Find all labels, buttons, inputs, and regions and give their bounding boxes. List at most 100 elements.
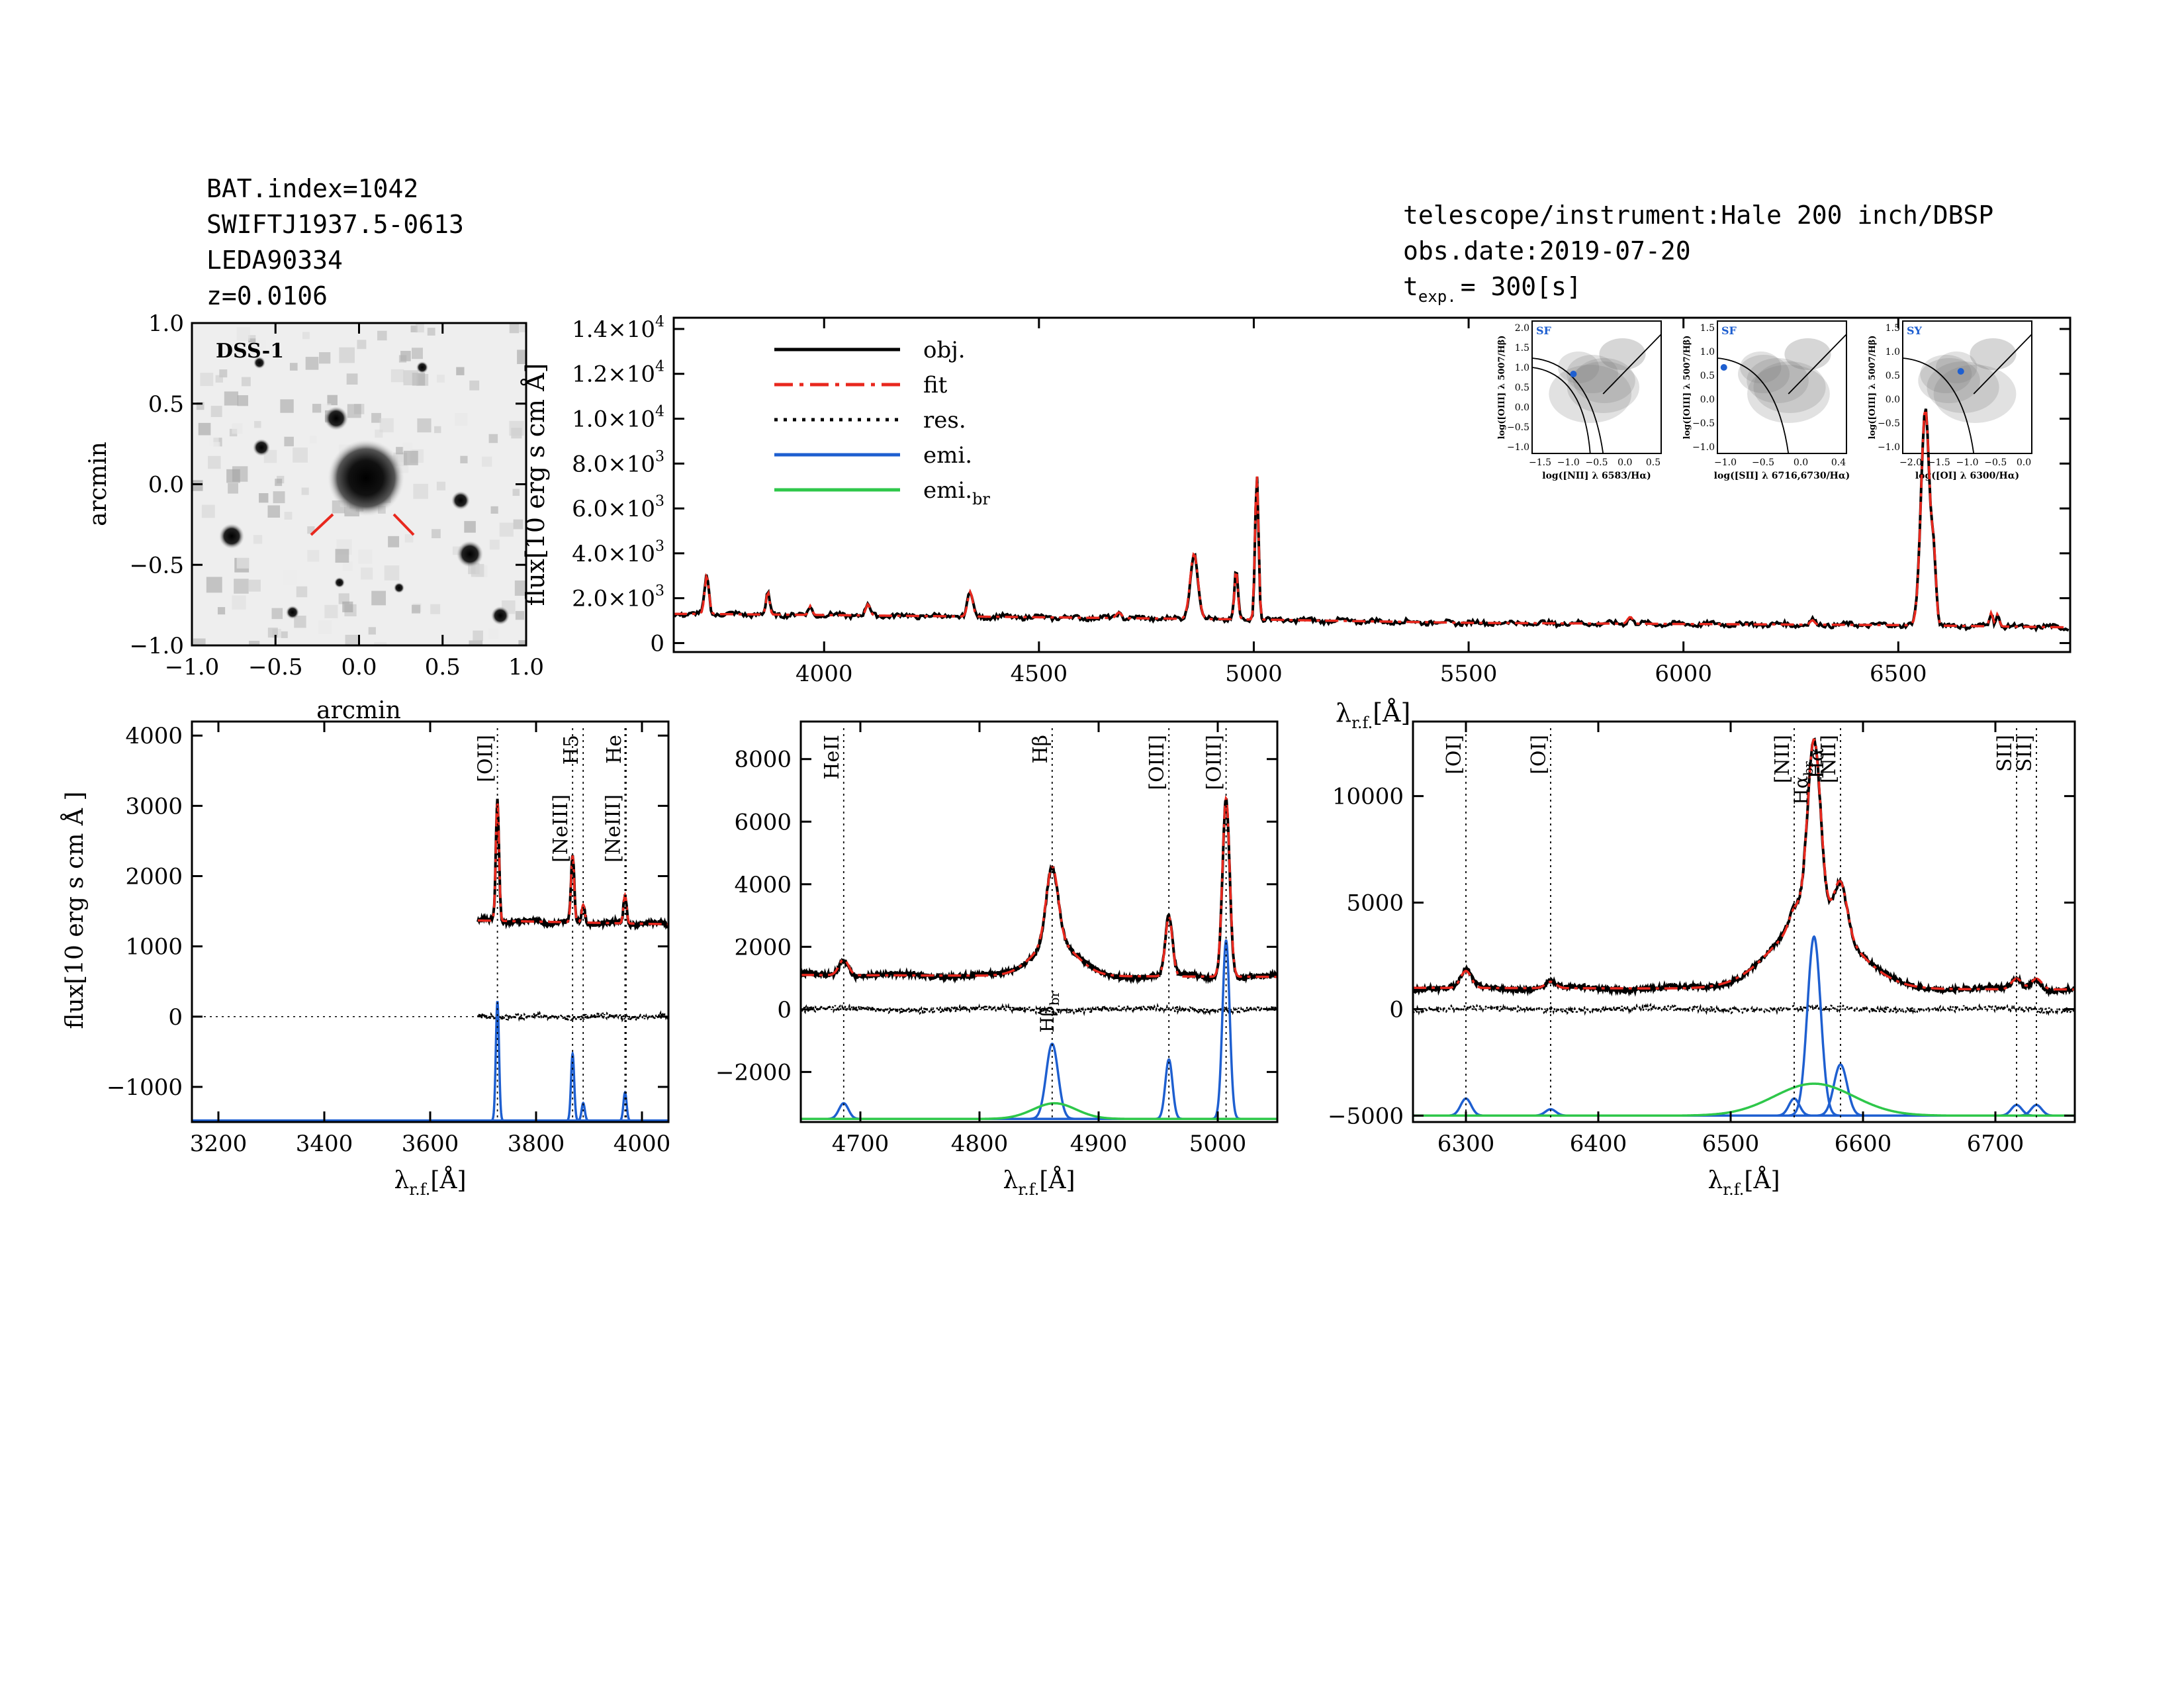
ytick-label: 5000	[1346, 890, 1404, 917]
dss-noise-pixel	[398, 355, 407, 363]
panel-traces	[674, 408, 2070, 633]
bpt-ytick-label: 0.5	[1515, 383, 1529, 393]
dss-noise-pixel	[248, 324, 263, 339]
bpt-ytick-label: −0.5	[1507, 422, 1529, 433]
dss-noise-pixel	[499, 522, 514, 537]
dss-noise-pixel	[302, 332, 310, 340]
bpt-ylabel: log([OIII] λ 5007/Hβ)	[1868, 336, 1878, 440]
ytick-mantissa: 8.0×10	[572, 451, 655, 477]
bpt-ytick-label: −0.5	[1692, 418, 1715, 429]
dss-ytick-label: 1.0	[148, 310, 184, 337]
bpt-xtick-label: −0.5	[1586, 457, 1608, 468]
bpt-density-contour	[1920, 355, 1972, 393]
bpt-density-contour	[1784, 338, 1831, 370]
bpt-density-contour	[1936, 352, 1978, 383]
dss-noise-pixel	[403, 451, 418, 465]
panel-traces	[1413, 728, 2075, 1122]
dss-noise-pixel	[469, 640, 483, 645]
bpt-inset: SY −2.0 −1.5 −1.0 −0.5 0.0 −1.0 −0.5 0.0 0.5 1.0 1.…	[1868, 320, 2032, 481]
xtick-label: 6300	[1437, 1131, 1495, 1157]
dss-noise-pixel	[289, 363, 298, 371]
halpha-label: Hα	[1805, 748, 1829, 778]
dss-noise-pixel	[271, 608, 283, 620]
dss-noise-pixel	[357, 340, 367, 350]
dss-noise-pixel	[371, 412, 381, 423]
dss-noise-pixel	[192, 480, 203, 491]
xtick-label: 4000	[614, 1131, 671, 1157]
bpt-xtick-label: 0.0	[1794, 457, 1808, 468]
legend-obj-label: obj.	[923, 337, 966, 363]
dss-noise-pixel	[404, 534, 414, 543]
dss-noise-pixel	[519, 324, 526, 332]
dss-image-noise	[192, 323, 526, 645]
line-annotation-label: [NII]	[1817, 735, 1841, 783]
xtick-label: 4700	[832, 1131, 889, 1157]
dss-noise-pixel	[318, 352, 331, 364]
dss-noise-pixel	[232, 423, 243, 434]
ytick-mantissa: 1.0×10	[572, 406, 655, 433]
dss-noise-pixel	[410, 325, 418, 333]
dss-image-panel: DSS-1 −1.0−1.0 −0.5 −0.5 0.0 0.0 0.5 0.5 1.0 1.0…	[85, 310, 544, 724]
target-marker-right	[392, 513, 415, 536]
bpt-xtick-label: 0.0	[1617, 457, 1632, 468]
dss-ytick-label: 0.5	[148, 391, 184, 418]
oii-zoom-panel: [OII] [NeIII] H5 [NeIII] He 3200 3400 3600 3800 4…	[107, 720, 671, 1199]
halpha-broad-main: Hα	[1790, 776, 1812, 804]
header-swift-name: SWIFTJ1937.5-0613	[206, 210, 464, 239]
dss-noise-pixel	[284, 512, 293, 520]
dss-noise-pixel	[226, 469, 240, 483]
bpt-seyfert-liner-line	[1973, 334, 2032, 395]
dss-noise-pixel	[324, 604, 338, 618]
xtick-label: 3800	[508, 1131, 565, 1157]
xlabel-unit: [Å]	[1744, 1166, 1780, 1194]
dss-noise-pixel	[390, 369, 404, 383]
xtick-label: 5500	[1440, 661, 1498, 687]
line-annotation-label: Hβ	[1029, 735, 1052, 764]
dss-noise-pixel	[312, 404, 322, 413]
dss-noise-pixel	[514, 580, 526, 596]
bpt-ytick-label: −1.0	[1507, 442, 1529, 453]
xtick-label: 6400	[1570, 1131, 1627, 1157]
ytick-mantissa: 1.4×10	[572, 316, 655, 343]
dss-noise-pixel	[293, 447, 308, 463]
xlabel-lambda: λ	[1003, 1167, 1018, 1194]
dss-image-sources	[219, 357, 510, 625]
dss-noise-pixel	[198, 422, 211, 436]
dss-noise-pixel	[259, 492, 269, 503]
ytick-exponent: 3	[655, 448, 664, 465]
dss-noise-pixel	[228, 483, 238, 494]
main-legend: obj. fit res. emi. emi.br	[774, 337, 990, 508]
ytick-exponent: 3	[655, 538, 664, 555]
bpt-xtick-label: −0.5	[1752, 457, 1774, 468]
dss-noise-pixel	[339, 347, 355, 363]
bpt-density-contour	[1970, 338, 2017, 370]
ytick-label: 1000	[125, 934, 183, 961]
bpt-ytick-label: 1.0	[1886, 347, 1900, 357]
dss-star	[324, 406, 348, 430]
ytick-label: −1000	[107, 1074, 183, 1101]
bpt-xtick-label: −1.0	[1956, 457, 1979, 468]
dss-noise-pixel	[208, 436, 219, 447]
ytick-label: 1.4×104	[572, 314, 664, 343]
dss-xlabel: arcmin	[316, 697, 401, 724]
dss-noise-pixel	[342, 561, 353, 571]
bpt-ytick-label: 2.0	[1515, 323, 1529, 334]
bpt-diagrams: SF−1.5 −1.0 −0.5 0.0 0.5−1.0−0.50.00.51.01.5…	[1497, 320, 2032, 481]
xtick-label: 4800	[951, 1131, 1009, 1157]
halpha-zoom-panel: [OI] [OI] [NII] [NII] SII]SII] 6300 6400 6500 66…	[1328, 720, 2076, 1199]
line-annotation-label: SII]	[2013, 735, 2036, 772]
dss-noise-pixel	[460, 455, 468, 463]
line-annotation-label: [OI]	[1443, 735, 1466, 774]
dss-noise-pixel	[250, 339, 267, 355]
ytick-label: 2.0×103	[572, 583, 664, 612]
dss-xtick-label: 0.0	[341, 654, 377, 680]
dss-noise-pixel	[318, 620, 332, 634]
bpt-xtick-label: 0.0	[2017, 457, 2031, 468]
dss-noise-pixel	[515, 611, 525, 620]
dss-ytick-label: 0.0	[148, 472, 184, 498]
dss-noise-pixel	[307, 526, 315, 534]
bpt-inset: SF−1.5 −1.0 −0.5 0.0 0.5−1.0−0.50.00.51.01.5…	[1497, 320, 1662, 481]
header-right: telescope/instrument:Hale 200 inch/DBSP …	[1403, 201, 1993, 306]
bpt-xtick-label: 0.4	[1831, 457, 1846, 468]
hbeta-zoom-panel: HeII Hβ [OIII] [OIII] 4700 4800 4900 5000 −2000 0…	[715, 720, 1279, 1199]
